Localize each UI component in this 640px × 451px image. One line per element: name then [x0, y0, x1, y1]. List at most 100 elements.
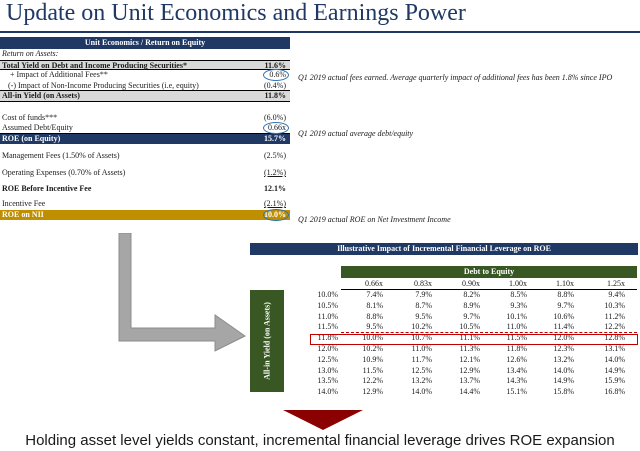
- sensitivity-cell: 14.4%: [459, 387, 480, 397]
- sensitivity-cell: 12.2%: [604, 322, 625, 332]
- sensitivity-cell: 7.4%: [366, 290, 383, 299]
- sensitivity-cell: 11.5%: [506, 333, 527, 343]
- sensitivity-cell: 9.3%: [510, 300, 527, 310]
- sensitivity-cell: 11.8%: [506, 344, 527, 353]
- row-yield-label: 14.0%: [317, 387, 338, 397]
- sensitivity-cell: 8.9%: [463, 300, 480, 310]
- sensitivity-cell: 14.9%: [604, 365, 625, 375]
- sensitivity-cell: 10.2%: [411, 322, 432, 332]
- column-header-0_90x: 0.90x: [462, 279, 480, 288]
- note-fees: Q1 2019 actual fees earned. Average quar…: [298, 73, 613, 82]
- sensitivity-cell: 11.5%: [362, 365, 383, 375]
- sensitivity-cell: 9.7%: [557, 300, 574, 310]
- sensitivity-cell: 13.2%: [411, 376, 432, 386]
- note-roe-nii: Q1 2019 actual ROE on Net Investment Inc…: [298, 215, 451, 224]
- roe-table: Unit Economics / Return on Equity Return…: [0, 37, 290, 221]
- note-debt-equity: Q1 2019 actual average debt/equity: [298, 129, 414, 138]
- sensitivity-cell: 11.7%: [411, 354, 432, 364]
- sensitivity-title: Illustrative Impact of Incremental Finan…: [250, 243, 638, 255]
- sensitivity-cell: 15.8%: [553, 387, 574, 397]
- sensitivity-cell: 14.0%: [604, 354, 625, 364]
- sensitivity-cell: 10.1%: [506, 311, 527, 321]
- roe-row-roe-before-incentive: ROE Before Incentive Fee 12.1%: [2, 183, 286, 193]
- sensitivity-cell: 12.9%: [459, 365, 480, 375]
- all-in-yield-axis-label: All-in Yield (on Assets): [250, 290, 284, 392]
- row-yield-label: 10.5%: [317, 300, 338, 310]
- roe-row-all-in-yield: All-in Yield (on Assets) 11.8%: [0, 91, 290, 102]
- sensitivity-cell: 15.9%: [604, 376, 625, 386]
- roe-row-spacer: [0, 102, 290, 113]
- column-header-rule: [341, 289, 637, 290]
- sensitivity-cell: 12.9%: [362, 387, 383, 397]
- column-header-1_10x: 1.10x: [556, 279, 574, 288]
- sensitivity-cell: 8.8%: [366, 311, 383, 321]
- roe-row-gap: [0, 144, 290, 151]
- sensitivity-cell: 13.7%: [459, 376, 480, 386]
- roe-row-roe-on-nii: ROE on NII 10.0%: [0, 208, 290, 221]
- sensitivity-row: 14.0% 12.9% 14.0% 14.4% 15.1% 15.8% 16.8%: [300, 387, 640, 398]
- sensitivity-cell: 12.1%: [459, 354, 480, 364]
- roe-row-non-income: (-) Impact of Non-Income Producing Secur…: [0, 81, 290, 92]
- roe-row-incentive-fee: Incentive Fee (2.1%): [2, 199, 286, 209]
- sensitivity-cell: 10.7%: [411, 333, 432, 343]
- sensitivity-cell: 11.4%: [553, 322, 574, 332]
- roe-row-management-fees: Management Fees (1.50% of Assets) (2.5%): [2, 151, 286, 161]
- sensitivity-cell: 8.8%: [557, 290, 574, 299]
- sensitivity-cell: 10.0%: [362, 333, 383, 343]
- sensitivity-row: 11.0% 8.8% 9.5% 9.7% 10.1% 10.6% 11.2%: [300, 312, 640, 323]
- roe-row-roe-on-equity: ROE (on Equity) 15.7%: [0, 133, 290, 145]
- sensitivity-cell: 12.8%: [604, 333, 625, 343]
- footer-caption: Holding asset level yields constant, inc…: [25, 432, 615, 449]
- sensitivity-row: 12.0% 10.2% 11.0% 11.3% 11.8% 12.3% 13.1%: [300, 344, 640, 355]
- highlight-dashed-line: [341, 332, 637, 333]
- sensitivity-cell: 14.3%: [506, 376, 527, 386]
- row-yield-label: 10.0%: [317, 290, 338, 299]
- sensitivity-cell: 11.0%: [506, 322, 527, 332]
- sensitivity-cell: 7.9%: [415, 290, 432, 299]
- page-title: Update on Unit Economics and Earnings Po…: [6, 0, 466, 26]
- debt-to-equity-header: Debt to Equity: [341, 266, 637, 278]
- sensitivity-cell: 14.9%: [553, 376, 574, 386]
- sensitivity-cell: 12.5%: [411, 365, 432, 375]
- sensitivity-cell: 9.5%: [366, 322, 383, 332]
- sensitivity-cell: 11.3%: [459, 344, 480, 353]
- sensitivity-cell: 9.7%: [463, 311, 480, 321]
- sensitivity-cell: 10.6%: [553, 311, 574, 321]
- elbow-arrow: [118, 233, 246, 352]
- sensitivity-cell: 13.1%: [604, 344, 625, 353]
- roe-row-total-yield: Total Yield on Debt and Income Producing…: [0, 59, 290, 71]
- roe-row-additional-fees: + Impact of Additional Fees** 0.6%: [0, 69, 290, 82]
- sensitivity-row: 12.5% 10.9% 11.7% 12.1% 12.6% 13.2% 14.0%: [300, 355, 640, 366]
- sensitivity-cell: 10.2%: [362, 344, 383, 353]
- column-header-0_83x: 0.83x: [414, 279, 432, 288]
- sensitivity-cell: 13.2%: [553, 354, 574, 364]
- sensitivity-cell: 13.4%: [506, 365, 527, 375]
- roe-row-debt-equity: Assumed Debt/Equity 0.66x: [0, 122, 290, 135]
- sensitivity-cell: 10.3%: [604, 300, 625, 310]
- sensitivity-cell: 14.0%: [553, 365, 574, 375]
- sensitivity-cell: 11.2%: [604, 311, 625, 321]
- highlight-circle: [263, 208, 289, 221]
- sensitivity-cell: 9.5%: [415, 311, 432, 321]
- sensitivity-cell: 11.1%: [459, 333, 480, 343]
- sensitivity-cell: 12.2%: [362, 376, 383, 386]
- current-yield-highlight: [310, 334, 638, 345]
- sensitivity-cell: 15.1%: [506, 387, 527, 397]
- highlight-circle: [263, 69, 289, 82]
- row-yield-label: 12.5%: [317, 354, 338, 364]
- sensitivity-cell: 12.3%: [553, 344, 574, 353]
- sensitivity-cell: 8.7%: [415, 300, 432, 310]
- sensitivity-cell: 9.4%: [608, 290, 625, 299]
- title-underline: [0, 31, 640, 33]
- row-yield-label: 11.8%: [317, 333, 338, 343]
- sensitivity-cell: 8.5%: [510, 290, 527, 299]
- roe-row-return-on-assets: Return on Assets:: [2, 49, 59, 58]
- roe-row-cost-of-funds: Cost of funds*** (6.0%): [2, 112, 286, 122]
- sensitivity-cell: 12.0%: [553, 333, 574, 343]
- row-yield-label: 12.0%: [317, 344, 338, 353]
- roe-table-header: Unit Economics / Return on Equity: [0, 37, 290, 49]
- sensitivity-row: 10.5% 8.1% 8.7% 8.9% 9.3% 9.7% 10.3%: [300, 301, 640, 312]
- sensitivity-row: 13.0% 11.5% 12.5% 12.9% 13.4% 14.0% 14.9%: [300, 366, 640, 377]
- column-header-1_25x: 1.25x: [607, 279, 625, 288]
- row-yield-label: 13.0%: [317, 365, 338, 375]
